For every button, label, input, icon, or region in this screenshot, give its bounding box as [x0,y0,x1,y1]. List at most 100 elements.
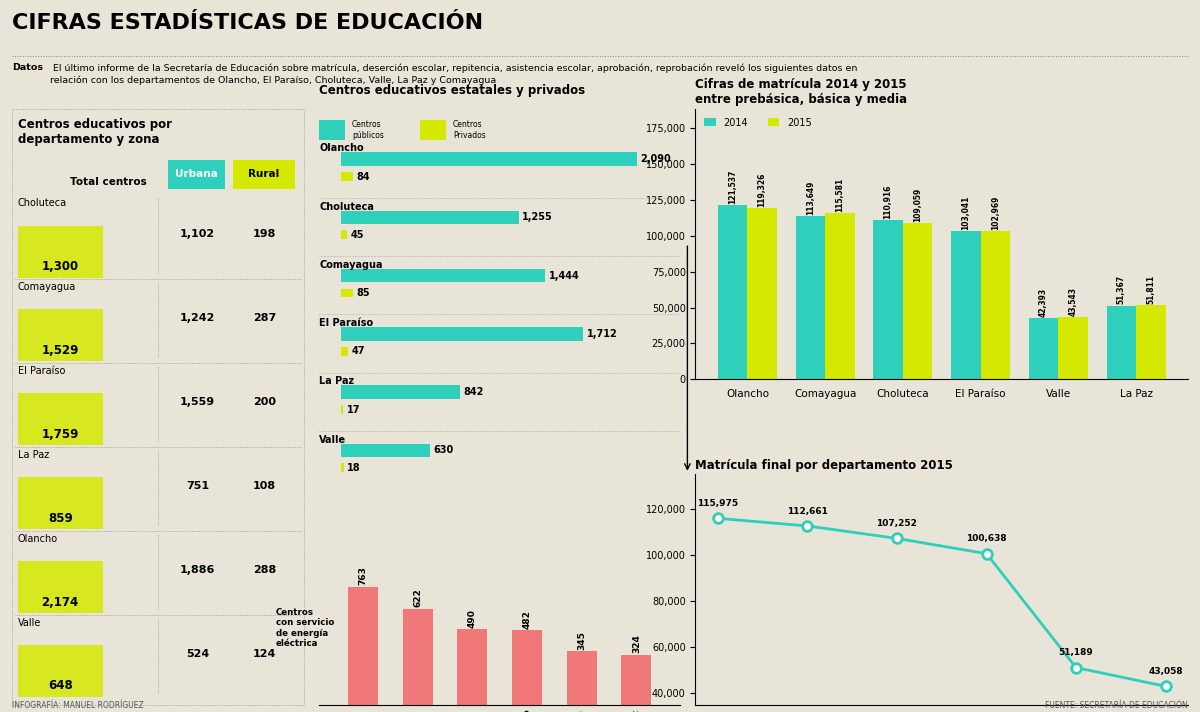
FancyBboxPatch shape [341,405,343,414]
Text: Centros educativos estatales y privados: Centros educativos estatales y privados [319,84,586,98]
Text: 2,174: 2,174 [42,595,79,609]
Text: 45: 45 [350,230,365,240]
Text: Comayagua: Comayagua [18,282,76,292]
Text: Total centros: Total centros [70,177,146,187]
Bar [1106,305,1136,379]
Bar [748,208,776,379]
Text: Centros
Privados: Centros Privados [452,120,486,140]
Text: Olancho: Olancho [18,534,58,544]
Text: CIFRAS ESTADÍSTICAS DE EDUCACIÓN: CIFRAS ESTADÍSTICAS DE EDUCACIÓN [12,13,484,33]
Text: 524: 524 [186,649,209,659]
FancyBboxPatch shape [341,347,348,356]
Text: 648: 648 [48,679,72,693]
FancyBboxPatch shape [341,152,637,166]
Bar [826,214,854,379]
Text: 1,444: 1,444 [550,271,580,281]
Text: 1,559: 1,559 [180,397,215,407]
Text: La Paz: La Paz [18,450,49,460]
Text: 43,058: 43,058 [1148,667,1183,676]
Text: Cifras de matrícula 2014 y 2015
entre prebásica, básica y media: Cifras de matrícula 2014 y 2015 entre pr… [696,78,907,106]
Text: Choluteca: Choluteca [319,201,374,211]
Text: 18: 18 [347,463,361,473]
Text: 110,916: 110,916 [883,184,893,219]
Text: 115,975: 115,975 [697,499,738,508]
Text: 112,661: 112,661 [787,507,828,515]
Bar [874,220,902,379]
Text: 17: 17 [347,404,360,414]
Text: 751: 751 [186,481,209,491]
FancyBboxPatch shape [233,159,295,189]
Text: 763: 763 [359,567,367,585]
Text: 630: 630 [434,445,454,456]
Text: 2,090: 2,090 [641,155,671,164]
FancyBboxPatch shape [341,289,353,298]
Text: Olancho: Olancho [319,143,364,153]
FancyBboxPatch shape [341,172,353,181]
Bar [348,587,378,705]
Bar [952,231,980,379]
Text: Comayagua: Comayagua [319,260,383,270]
Text: 51,367: 51,367 [1117,276,1126,305]
Text: 1,300: 1,300 [42,260,79,273]
Text: 345: 345 [577,632,587,650]
Text: 1,529: 1,529 [42,344,79,357]
FancyBboxPatch shape [341,444,430,457]
Text: 482: 482 [523,610,532,629]
Text: 124: 124 [253,649,276,659]
Text: 1,255: 1,255 [522,212,553,222]
Text: 119,326: 119,326 [757,172,767,207]
FancyBboxPatch shape [18,561,102,613]
Bar [796,216,826,379]
Text: 200: 200 [253,397,276,407]
FancyBboxPatch shape [341,211,518,224]
Text: Valle: Valle [319,434,347,444]
Bar [718,205,748,379]
Text: El Paraíso: El Paraíso [18,366,65,376]
Text: 51,189: 51,189 [1058,648,1093,657]
Text: 42,393: 42,393 [1039,288,1048,318]
Text: Choluteca: Choluteca [18,198,67,209]
Bar [1058,317,1088,379]
FancyBboxPatch shape [168,159,226,189]
Text: 85: 85 [356,288,371,298]
Text: 109,059: 109,059 [913,187,922,221]
Text: 100,638: 100,638 [966,534,1007,543]
Text: 490: 490 [468,609,476,628]
Text: Datos: Datos [12,63,43,72]
Text: 113,649: 113,649 [806,181,815,215]
Text: 1,712: 1,712 [587,329,618,339]
FancyBboxPatch shape [341,464,343,472]
Text: 288: 288 [253,565,276,575]
Text: FUENTE: SECRETARÍA DE EDUCACIÓN: FUENTE: SECRETARÍA DE EDUCACIÓN [1045,701,1188,710]
Text: 51,811: 51,811 [1146,275,1156,304]
Bar [1136,305,1165,379]
Bar [512,630,542,705]
Text: Centros
con servicio
de energía
eléctrica: Centros con servicio de energía eléctric… [276,608,334,648]
FancyBboxPatch shape [18,226,102,278]
Text: 198: 198 [253,229,276,239]
FancyBboxPatch shape [18,394,102,446]
Text: Matrícula final por departamento 2015: Matrícula final por departamento 2015 [696,459,953,472]
Text: 43,543: 43,543 [1069,287,1078,315]
Bar [622,655,652,705]
Text: 47: 47 [352,346,365,356]
FancyBboxPatch shape [18,310,102,362]
Bar [566,651,596,705]
FancyBboxPatch shape [18,645,102,697]
Bar [1028,318,1058,379]
FancyBboxPatch shape [18,477,102,529]
Text: El Paraíso: El Paraíso [319,318,373,328]
Text: El último informe de la Secretaría de Educación sobre matrícula, deserción escol: El último informe de la Secretaría de Ed… [49,63,857,85]
Text: 287: 287 [253,313,276,323]
Legend: 2014, 2015: 2014, 2015 [701,114,816,132]
Bar [902,223,932,379]
Text: 115,581: 115,581 [835,178,845,212]
Text: 842: 842 [464,387,484,397]
FancyBboxPatch shape [319,120,344,140]
Text: 1,886: 1,886 [180,565,215,575]
Bar [403,609,433,705]
FancyBboxPatch shape [341,269,546,283]
Text: Centros educativos por
departamento y zona: Centros educativos por departamento y zo… [18,117,172,146]
Text: INFOGRAFÍA: MANUEL RODRÍGUEZ: INFOGRAFÍA: MANUEL RODRÍGUEZ [12,701,144,710]
Text: 622: 622 [413,589,422,607]
